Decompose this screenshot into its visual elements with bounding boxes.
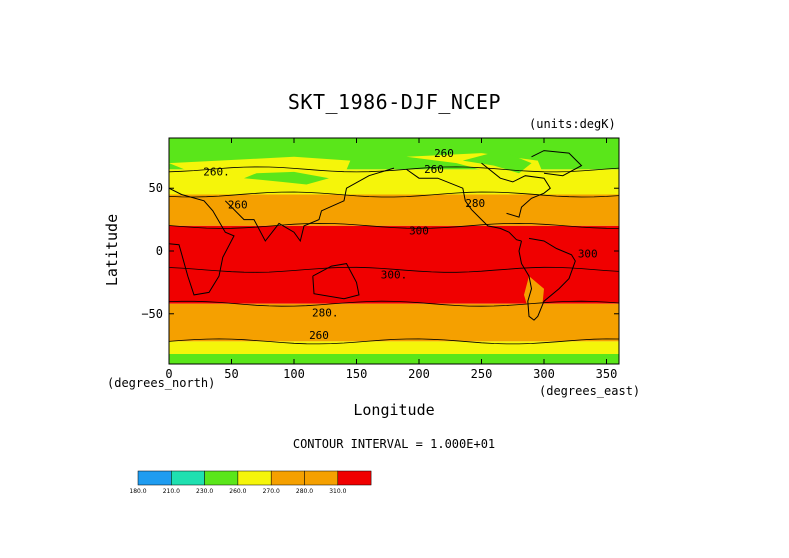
x-unit-label: (degrees_east) — [539, 384, 641, 398]
band-4 — [169, 303, 619, 342]
contour-label: 280 — [465, 197, 485, 210]
legend-label: 210.0 — [163, 488, 180, 495]
x-tick-label: 50 — [224, 367, 238, 381]
x-tick-label: 100 — [283, 367, 305, 381]
contour-label: 260 — [228, 198, 248, 211]
x-tick-label: 250 — [471, 367, 493, 381]
y-unit-label: (degrees_north) — [107, 376, 216, 390]
field-region-8 — [169, 356, 619, 364]
contour-line-4 — [169, 191, 619, 198]
field-region-7 — [169, 343, 619, 354]
contour-label: 260 — [309, 329, 329, 342]
x-tick-label: 350 — [596, 367, 618, 381]
contour-line-5 — [169, 166, 619, 173]
coastline-3 — [406, 168, 522, 242]
band-3 — [169, 225, 619, 304]
field-region-4 — [462, 150, 532, 174]
x-tick-label: 0 — [165, 367, 172, 381]
field-region-6 — [256, 208, 301, 219]
contour-label: 260. — [203, 166, 230, 179]
coastline-0 — [169, 187, 235, 296]
contour-label: 300. — [381, 269, 408, 282]
legend-label: 270.0 — [263, 488, 280, 495]
x-axis-label: Longitude — [353, 401, 435, 419]
contour-line-1 — [169, 300, 619, 307]
legend-swatch — [171, 470, 205, 486]
contour-line-2 — [169, 266, 619, 273]
contour-label: 260 — [434, 147, 454, 160]
contour-interval-label: CONTOUR INTERVAL = 1.000E+01 — [292, 437, 496, 451]
contour-line-0 — [169, 338, 619, 345]
legend-swatch — [304, 470, 339, 486]
legend-label: 260.0 — [229, 488, 246, 495]
field-group: 260. 260 260 260 280 300 300 300. 280. 260 — [169, 138, 619, 364]
x-tick-label: 150 — [346, 367, 368, 381]
y-tick-label: 0 — [156, 244, 163, 258]
legend-swatch — [137, 470, 172, 486]
field-region-2 — [319, 194, 482, 220]
coastline-6 — [531, 150, 583, 177]
contour-label: 300 — [578, 247, 598, 260]
legend-label: 280.0 — [296, 488, 313, 495]
y-tick-label: −50 — [141, 307, 163, 321]
legend-label: 180.0 — [129, 488, 146, 495]
field-region-1 — [244, 171, 329, 185]
legend-swatch — [237, 470, 272, 486]
units-label: (units:degK) — [529, 117, 616, 131]
y-tick-label: 50 — [149, 181, 163, 195]
coastline-5 — [481, 162, 551, 218]
contour-label: 300 — [409, 225, 429, 238]
x-tick-label: 200 — [408, 367, 430, 381]
coastline-2 — [312, 263, 360, 300]
chart-title: SKT_1986-DJF_NCEP — [287, 90, 502, 114]
coastline-4 — [518, 237, 576, 321]
legend-label: 310.0 — [329, 488, 346, 495]
coastline-1 — [224, 167, 395, 243]
legend-label: 230.0 — [196, 488, 213, 495]
contour-line-3 — [169, 222, 619, 229]
legend-swatch — [204, 470, 239, 486]
legend-swatch — [337, 470, 372, 486]
contour-label: 280. — [312, 306, 339, 319]
legend-swatch — [270, 470, 305, 486]
field-region-5 — [524, 276, 544, 321]
x-tick-label: 300 — [533, 367, 555, 381]
contour-label: 260 — [424, 163, 444, 176]
